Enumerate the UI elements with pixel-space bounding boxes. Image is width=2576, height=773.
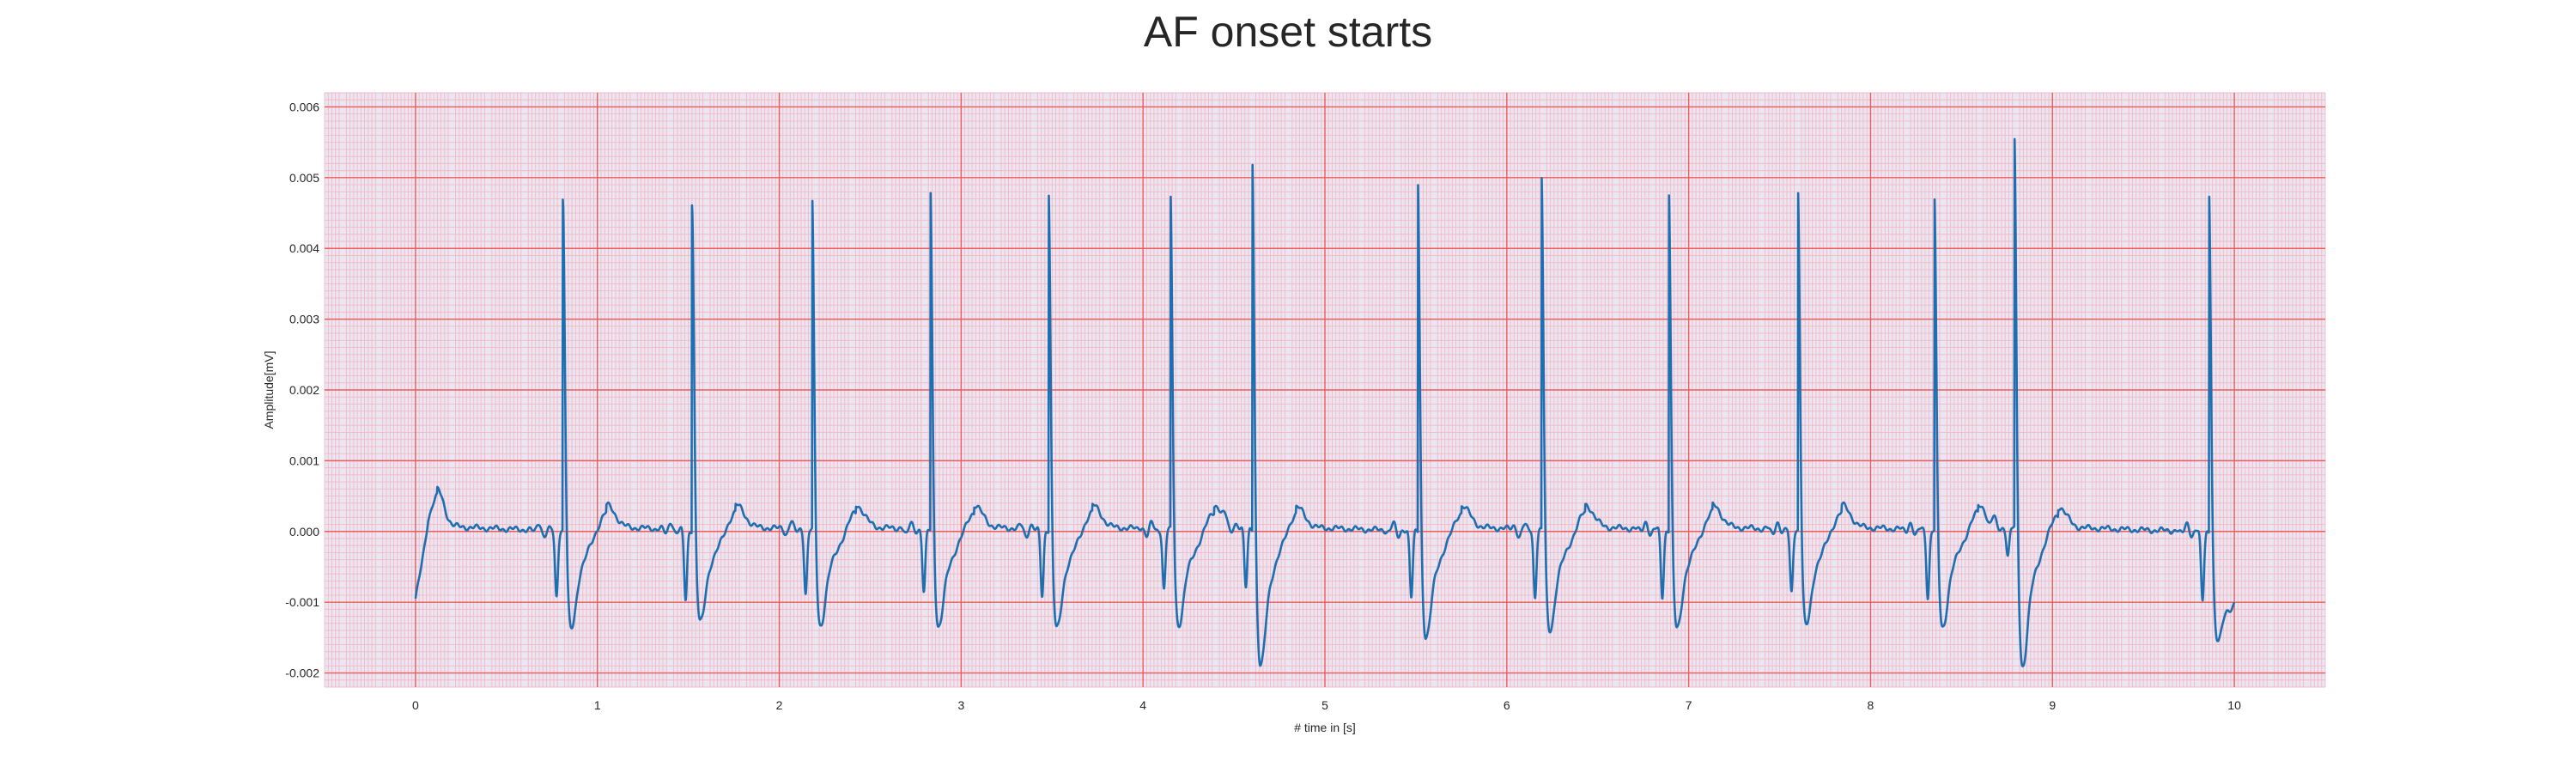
x-tick-label: 0 (412, 698, 419, 712)
x-tick-label: 2 (776, 698, 783, 712)
y-axis-ticks: -0.002 -0.001 0.000 0.001 0.002 0.003 0.004 0.0… (285, 100, 319, 679)
y-axis-label: Amplitude[mV] (262, 350, 276, 429)
y-tick-label: 0.005 (289, 171, 319, 185)
x-tick-label: 4 (1139, 698, 1146, 712)
x-axis-ticks: 0 1 2 3 4 5 6 7 8 9 10 (412, 698, 2241, 712)
y-tick-label: 0.006 (289, 100, 319, 113)
minor-grid (324, 92, 2326, 688)
x-tick-label: 5 (1321, 698, 1328, 712)
x-tick-label: 3 (957, 698, 964, 712)
major-grid (325, 93, 2325, 687)
x-axis-label: # time in [s] (1294, 721, 1356, 734)
x-tick-label: 9 (2049, 698, 2056, 712)
y-tick-label: 0.004 (289, 241, 319, 255)
y-tick-label: -0.002 (285, 666, 319, 680)
x-tick-label: 6 (1504, 698, 1510, 712)
x-tick-label: 1 (594, 698, 601, 712)
x-tick-label: 7 (1686, 698, 1692, 712)
y-tick-label: 0.002 (289, 383, 319, 397)
ecg-series-line (414, 137, 2236, 667)
chart-title: AF onset starts (1143, 8, 1433, 56)
y-tick-label: 0.000 (289, 525, 319, 539)
y-tick-label: 0.001 (289, 453, 319, 467)
x-tick-label: 8 (1868, 698, 1874, 712)
y-tick-label: -0.001 (285, 595, 319, 609)
x-tick-label: 10 (2227, 698, 2241, 712)
y-tick-label: 0.003 (289, 313, 319, 326)
